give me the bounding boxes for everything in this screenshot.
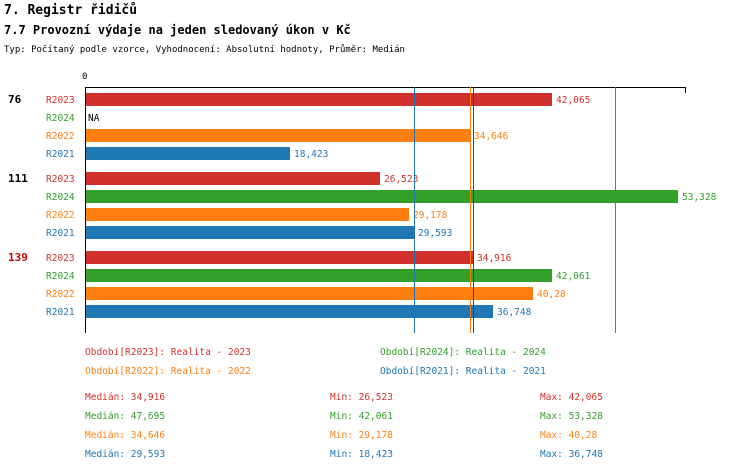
stat-min-r2023: Min: 26,523 xyxy=(330,392,393,403)
median-line xyxy=(470,87,471,333)
bar xyxy=(86,172,380,185)
legend-entry-r2022: Období[R2022]: Realita - 2022 xyxy=(85,366,251,377)
stat-min-r2022: Min: 29,178 xyxy=(330,430,393,441)
bar xyxy=(86,147,290,160)
bar xyxy=(86,208,409,221)
bar xyxy=(86,93,552,106)
x-axis-end-tick xyxy=(685,87,686,93)
stat-min-r2024: Min: 42,061 xyxy=(330,411,393,422)
legend-entry-r2023: Období[R2023]: Realita - 2023 xyxy=(85,347,251,358)
bar-series-label: R2024 xyxy=(46,192,75,203)
legend-entry-r2024: Období[R2024]: Realita - 2024 xyxy=(380,347,546,358)
x-axis-line xyxy=(85,87,685,88)
stat-median-r2022: Medián: 34,646 xyxy=(85,430,166,441)
bar-series-label: R2022 xyxy=(46,289,75,300)
bar-series-label: R2021 xyxy=(46,149,75,160)
bar-series-label: R2024 xyxy=(46,113,75,124)
chart-subtitle: 7.7 Provozní výdaje na jeden sledovaný ú… xyxy=(4,23,351,37)
bar-value-label: 26,523 xyxy=(384,174,419,185)
bar-series-label: R2024 xyxy=(46,271,75,282)
group-label: 111 xyxy=(8,172,28,185)
bar-value-label: 42,061 xyxy=(556,271,591,282)
median-line xyxy=(473,87,474,333)
bar-value-label: 29,178 xyxy=(413,210,448,221)
stat-max-r2024: Max: 53,328 xyxy=(540,411,603,422)
bar-value-label: 34,646 xyxy=(474,131,509,142)
stat-max-r2022: Max: 40,28 xyxy=(540,430,598,441)
bar xyxy=(86,251,473,264)
median-line xyxy=(615,87,616,333)
bar-series-label: R2021 xyxy=(46,307,75,318)
stat-median-r2023: Medián: 34,916 xyxy=(85,392,166,403)
bar xyxy=(86,226,414,239)
stat-median-r2021: Medián: 29,593 xyxy=(85,449,166,460)
legend-entry-r2021: Období[R2021]: Realita - 2021 xyxy=(380,366,546,377)
page-title: 7. Registr řidičů xyxy=(4,3,138,18)
bar-value-label: 42,065 xyxy=(556,95,591,106)
y-axis-line xyxy=(85,87,86,333)
bar-value-label: 40,28 xyxy=(537,289,566,300)
bar xyxy=(86,305,493,318)
bar-value-label: 29,593 xyxy=(418,228,453,239)
group-label: 139 xyxy=(8,251,28,264)
bar xyxy=(86,129,470,142)
bar xyxy=(86,190,678,203)
median-line xyxy=(414,87,415,333)
group-label: 76 xyxy=(8,93,22,106)
x-axis-origin-label: 0 xyxy=(82,72,88,82)
bar-series-label: R2021 xyxy=(46,228,75,239)
bar-series-label: R2023 xyxy=(46,253,75,264)
chart-meta: Typ: Počítaný podle vzorce, Vyhodnocení:… xyxy=(4,45,405,55)
bar xyxy=(86,287,533,300)
stat-max-r2023: Max: 42,065 xyxy=(540,392,603,403)
stat-max-r2021: Max: 36,748 xyxy=(540,449,603,460)
bar xyxy=(86,269,552,282)
bar-series-label: R2022 xyxy=(46,210,75,221)
bar-value-label: 18,423 xyxy=(294,149,329,160)
bar-series-label: R2022 xyxy=(46,131,75,142)
stat-min-r2021: Min: 18,423 xyxy=(330,449,393,460)
bar-series-label: R2023 xyxy=(46,95,75,106)
bar-chart-plot: 0 76 R2023 42,065 R2024 NA R2022 34,646 R2021 18,… xyxy=(8,72,717,333)
bar-series-label: R2023 xyxy=(46,174,75,185)
bar-value-label: 53,328 xyxy=(682,192,717,203)
stat-median-r2024: Medián: 47,695 xyxy=(85,411,166,422)
bar-value-label: 34,916 xyxy=(477,253,512,264)
bar-value-label: 36,748 xyxy=(497,307,532,318)
bar-value-label: NA xyxy=(88,113,100,124)
